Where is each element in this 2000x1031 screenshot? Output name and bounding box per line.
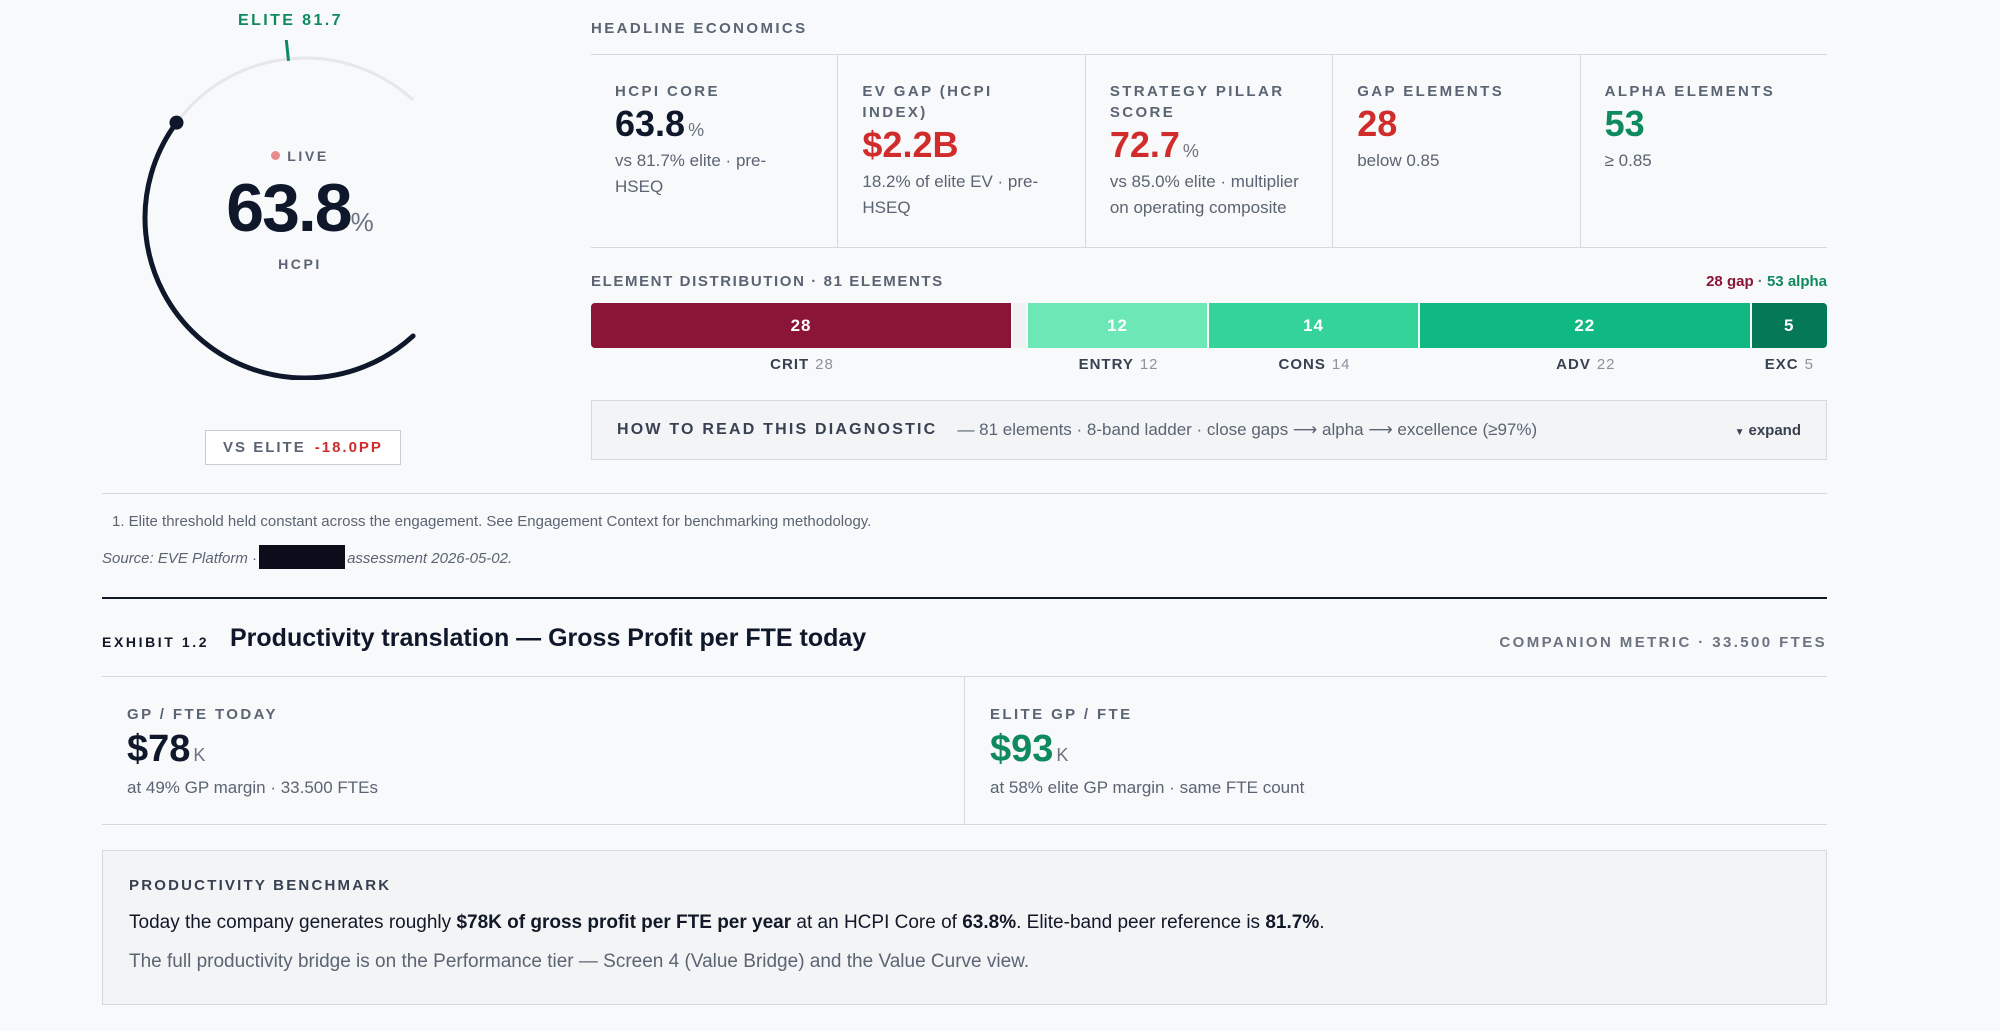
- redaction-block: [259, 545, 346, 569]
- exhibit-title: Productivity translation — Gross Profit …: [230, 624, 867, 652]
- kpi-value: 28: [1357, 103, 1398, 144]
- elite-gp-per-fte: ELITE GP / FTE $93 K at 58% elite GP marg…: [964, 677, 1827, 824]
- distribution-segment-cons: 14: [1208, 303, 1420, 348]
- expand-button[interactable]: ▼ expand: [1734, 421, 1801, 439]
- kpi-value: 53: [1604, 103, 1645, 144]
- distribution-label-exc: EXC 5: [1764, 356, 1814, 373]
- companion-metric: COMPANION METRIC · 33.500 FTES: [1499, 634, 1827, 651]
- kpi-gap-elements: GAP ELEMENTS 28 below 0.85: [1332, 55, 1579, 247]
- how-to-desc: — 81 elements · 8-band ladder · close ga…: [957, 420, 1538, 439]
- vs-elite-badge: VS ELITE -18.0PP: [205, 430, 401, 465]
- headline-grid: HCPI CORE 63.8% vs 81.7% elite · pre-HSE…: [591, 54, 1827, 248]
- prod-value: $78 K: [127, 728, 206, 770]
- kpi-ev-gap: EV GAP (HCPI INDEX) $2.2B 18.2% of elite…: [837, 55, 1084, 247]
- gauge-fill: [142, 120, 416, 380]
- footnote: 1. Elite threshold held constant across …: [112, 513, 872, 530]
- source-line: Source: EVE Platform · assessment 2026-05…: [102, 545, 512, 569]
- headline-title: HEADLINE ECONOMICS: [591, 20, 808, 37]
- productivity-grid: GP / FTE TODAY $78 K at 49% GP margin · 3…: [102, 676, 1827, 825]
- gp-per-fte-today: GP / FTE TODAY $78 K at 49% GP margin · 3…: [102, 677, 964, 824]
- kpi-value: 63.8%: [615, 103, 705, 144]
- distribution-title: ELEMENT DISTRIBUTION · 81 ELEMENTS: [591, 273, 944, 290]
- distribution-segment-gapfill: [1013, 303, 1029, 348]
- gauge-center: LIVE 63.8% HCPI: [190, 148, 410, 272]
- kpi-value: 72.7%: [1109, 124, 1199, 165]
- benchmark-paragraph-2: The full productivity bridge is on the P…: [129, 951, 1030, 972]
- hcpi-gauge: [142, 40, 416, 380]
- distribution-label-entry: ENTRY 12: [1078, 356, 1159, 373]
- benchmark-title: PRODUCTIVITY BENCHMARK: [129, 877, 392, 894]
- section-divider: [102, 597, 1827, 599]
- live-indicator: LIVE: [190, 148, 410, 164]
- gauge-elite-label: ELITE 81.7: [238, 12, 343, 29]
- distribution-label-crit: CRIT 28: [770, 356, 834, 373]
- distribution-bar: 28 12 14 22 5: [591, 303, 1827, 348]
- how-to-title: HOW TO READ THIS DIAGNOSTIC: [617, 421, 938, 438]
- distribution-segment-entry: 12: [1028, 303, 1209, 348]
- prod-value: $93 K: [990, 728, 1069, 770]
- exhibit-tag: EXHIBIT 1.2: [102, 634, 210, 650]
- caret-down-icon: ▼: [1734, 426, 1745, 438]
- kpi-hcpi-core: HCPI CORE 63.8% vs 81.7% elite · pre-HSE…: [591, 55, 837, 247]
- divider: [102, 493, 1827, 494]
- benchmark-paragraph: Today the company generates roughly $78K…: [129, 912, 1325, 933]
- kpi-value: $2.2B: [862, 124, 959, 165]
- kpi-alpha-elements: ALPHA ELEMENTS 53 ≥ 0.85: [1579, 55, 1827, 247]
- live-dot-icon: [271, 151, 281, 160]
- distribution-segment-adv: 22: [1420, 303, 1752, 348]
- kpi-strategy-pillar: STRATEGY PILLAR SCORE 72.7% vs 85.0% eli…: [1084, 55, 1332, 247]
- gauge-value: 63.8%: [226, 170, 374, 246]
- gauge-knob: [169, 115, 184, 130]
- how-to-read-panel[interactable]: HOW TO READ THIS DIAGNOSTIC — 81 element…: [591, 400, 1827, 460]
- distribution-summary: 28 gap · 53 alpha: [1706, 273, 1827, 290]
- distribution-label-adv: ADV 22: [1556, 356, 1616, 373]
- distribution-label-cons: CONS 14: [1278, 356, 1351, 373]
- gauge-elite-marker: [284, 40, 290, 62]
- distribution-segment-exc: 5: [1751, 303, 1827, 348]
- gauge-metric-label: HCPI: [278, 256, 322, 272]
- distribution-labels: CRIT 28 ENTRY 12 CONS 14 ADV 22 EXC 5: [591, 356, 1827, 376]
- distribution-segment-crit: 28: [591, 303, 1014, 348]
- productivity-benchmark-panel: PRODUCTIVITY BENCHMARK Today the company…: [102, 850, 1827, 1005]
